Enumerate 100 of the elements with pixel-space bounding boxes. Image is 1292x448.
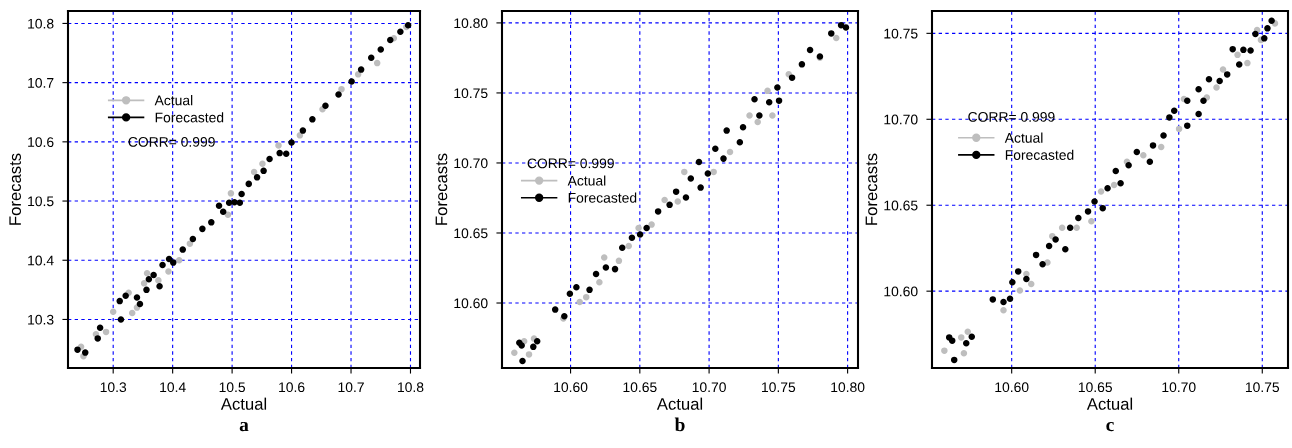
point — [208, 219, 215, 226]
point — [145, 275, 153, 283]
point — [756, 112, 763, 119]
point — [1268, 17, 1275, 25]
point — [1045, 242, 1053, 250]
point — [1264, 25, 1271, 32]
point — [224, 211, 232, 218]
point — [519, 357, 526, 365]
point — [964, 328, 972, 335]
y-tick-label: 10.65 — [884, 200, 918, 211]
point — [1247, 47, 1254, 54]
point — [1066, 224, 1074, 231]
legend-label: Actual — [1004, 132, 1043, 143]
y-tick-label: 10.8 — [28, 18, 54, 29]
x-tick-label: 10.8 — [398, 382, 424, 393]
point — [288, 139, 295, 146]
point — [941, 347, 948, 354]
point — [259, 160, 266, 167]
point — [1219, 66, 1227, 73]
x-tick-label: 10.6 — [279, 382, 305, 393]
point — [1032, 251, 1040, 259]
point — [1088, 217, 1095, 225]
annotation: CORR= 0.999 — [968, 111, 1055, 122]
point — [837, 21, 845, 29]
point — [530, 343, 537, 351]
point — [1000, 298, 1007, 306]
y-tick-label: 10.6 — [28, 137, 54, 148]
point — [950, 356, 958, 364]
y-tick-label: 10.60 — [454, 298, 488, 309]
point — [704, 170, 712, 177]
point — [94, 335, 101, 342]
point — [736, 138, 744, 146]
annotation: CORR= 0.999 — [527, 158, 614, 169]
legend-label: Forecasted — [568, 192, 637, 203]
x-tick-label: 10.60 — [995, 382, 1029, 393]
point — [775, 97, 783, 104]
point — [1016, 287, 1024, 294]
point — [1240, 46, 1247, 54]
point — [165, 268, 172, 275]
text: b — [674, 417, 685, 432]
y-tick-label: 10.75 — [454, 88, 488, 99]
point — [968, 333, 976, 340]
point — [219, 208, 227, 215]
point — [828, 30, 835, 37]
point — [1097, 188, 1105, 195]
point — [573, 283, 580, 291]
point — [1229, 45, 1236, 53]
point — [1261, 35, 1268, 42]
point — [109, 308, 117, 316]
point — [687, 175, 695, 182]
point — [296, 132, 304, 139]
point — [1157, 143, 1165, 151]
point — [566, 290, 574, 298]
point — [299, 127, 307, 134]
x-tick-label: 10.60 — [554, 382, 588, 393]
point — [695, 158, 703, 166]
point — [1166, 114, 1173, 121]
y-tick-label: 10.60 — [884, 286, 918, 297]
x-tick-label: 10.7 — [338, 382, 364, 393]
point — [628, 234, 636, 242]
point — [769, 112, 776, 119]
point — [602, 264, 610, 271]
point — [150, 271, 157, 279]
point — [635, 224, 642, 232]
point — [989, 296, 997, 303]
point — [250, 168, 258, 176]
point — [596, 279, 603, 286]
point — [236, 199, 244, 207]
point — [764, 87, 771, 95]
y-tick-label: 10.4 — [28, 255, 54, 266]
point — [682, 194, 690, 201]
point — [1235, 61, 1243, 68]
point — [179, 246, 187, 253]
point — [636, 231, 644, 238]
y-tick-label: 10.80 — [454, 18, 488, 29]
point — [1252, 30, 1259, 38]
point — [1112, 167, 1120, 175]
point — [600, 254, 608, 261]
point — [1184, 97, 1191, 104]
legend-label: Actual — [567, 175, 606, 186]
point — [1052, 236, 1059, 243]
point — [322, 102, 329, 109]
point — [625, 242, 632, 250]
point — [592, 270, 600, 278]
point — [215, 202, 223, 210]
point — [1216, 77, 1223, 85]
point — [674, 198, 682, 205]
x-tick-label: 10.70 — [692, 382, 726, 393]
x-axis-title: Actual — [656, 397, 703, 410]
point — [643, 224, 650, 232]
point — [155, 277, 162, 284]
point — [175, 256, 183, 264]
point — [586, 286, 593, 294]
point — [309, 116, 316, 123]
x-tick-label: 10.80 — [831, 382, 865, 393]
point — [774, 84, 781, 91]
point — [511, 349, 518, 356]
point — [1125, 161, 1132, 169]
point — [672, 188, 680, 195]
point — [74, 346, 81, 353]
